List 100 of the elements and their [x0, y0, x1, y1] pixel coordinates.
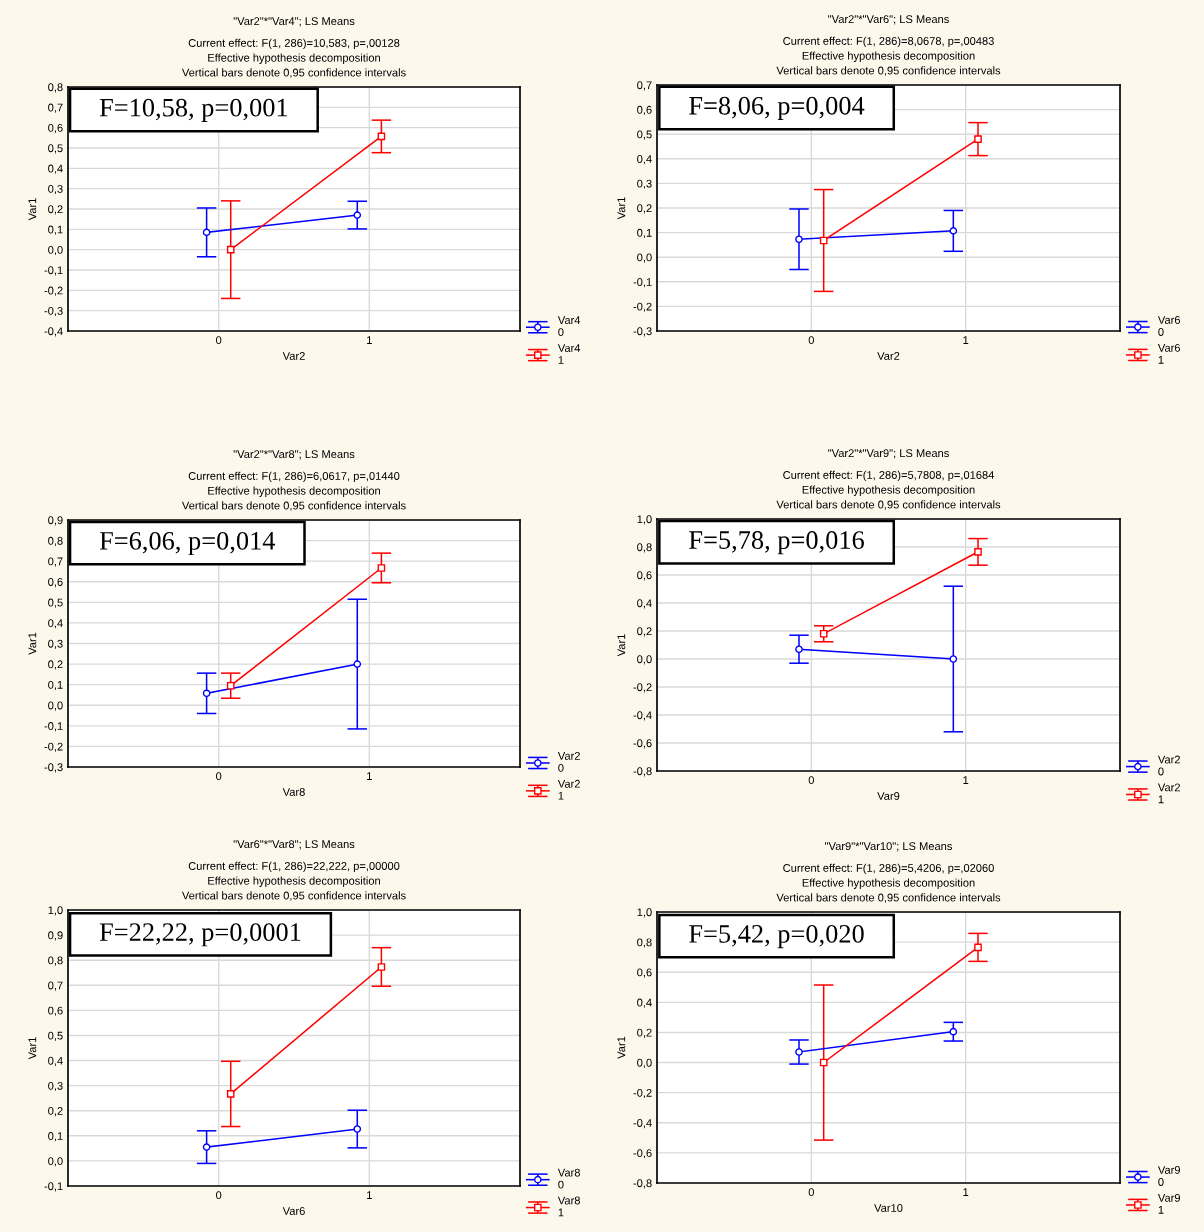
y-tick-label: -0,4 — [44, 327, 63, 337]
point — [226, 245, 235, 254]
x-tick-label: 1 — [367, 336, 372, 344]
y-tick-label: 0,0 — [48, 245, 63, 256]
x-axis-title: Var9 — [877, 792, 900, 800]
point — [226, 681, 235, 690]
y-tick-label: -0,1 — [44, 266, 63, 276]
annotation: F=8,06, p=0,004 — [689, 96, 865, 120]
chart-title: "Var2"*"Var8"; LS Means — [233, 450, 355, 460]
y-tick-label: 0,7 — [48, 981, 63, 991]
legend-label: Var8 1 — [557, 1196, 580, 1217]
y-tick-label: -0,8 — [633, 1179, 652, 1189]
y-tick-label: -0,3 — [44, 306, 63, 317]
annotation: F=10,58, p=0,001 — [99, 98, 288, 122]
y-tick-label: 0,1 — [48, 225, 63, 235]
y-tick-label: 0,1 — [48, 680, 63, 691]
y-tick-label: -0,1 — [44, 1182, 63, 1192]
point — [974, 135, 982, 143]
y-tick-label: 0,5 — [48, 598, 63, 608]
y-tick-label: -0,6 — [633, 1149, 652, 1159]
y-axis-title: Var1 — [617, 634, 626, 657]
x-tick-label: 0 — [216, 1191, 222, 1200]
point — [795, 1048, 803, 1056]
y-tick-label: -0,2 — [44, 286, 63, 296]
y-tick-label: 0,2 — [637, 627, 652, 637]
point — [949, 227, 958, 235]
point — [949, 1027, 958, 1036]
y-axis-title: Var1 — [617, 1036, 626, 1059]
x-axis-title: Var2 — [282, 352, 305, 360]
x-tick-label: 1 — [367, 1191, 372, 1199]
y-tick-label: 1,0 — [637, 515, 652, 525]
y-tick-label: -0,3 — [44, 763, 63, 773]
x-tick-label: 1 — [963, 336, 969, 344]
y-tick-label: 1,0 — [637, 908, 652, 918]
y-tick-label: 0,0 — [48, 1157, 63, 1167]
y-tick-label: -0,1 — [44, 722, 63, 732]
chart-subtitle: Current effect: F(1, 286)=10,583, p=,00128 Effective hypothesis decomposition Vertical bars denote 0,95 confidence intervals — [181, 38, 406, 78]
y-tick-label: 0,6 — [637, 968, 652, 978]
y-tick-label: 0,6 — [48, 1006, 63, 1016]
point — [202, 228, 211, 237]
y-tick-label: 0,3 — [637, 179, 652, 189]
y-tick-label: 0,8 — [48, 956, 63, 966]
y-tick-label: 0,6 — [637, 105, 652, 116]
chart-subtitle: Current effect: F(1, 286)=5,7808, p=,01684 Effective hypothesis decomposition Vertical bars denote 0,95 confidence intervals — [776, 470, 1001, 510]
y-axis-title: Var1 — [28, 1037, 37, 1060]
annotation: F=5,78, p=0,016 — [689, 531, 864, 555]
y-tick-label: 0,9 — [48, 931, 63, 941]
x-tick-label: 1 — [963, 1188, 969, 1196]
chart-subtitle: Current effect: F(1, 286)=8,0678, p=,00483 Effective hypothesis decomposition Vertical bars denote 0,95 confidence intervals — [776, 36, 1001, 76]
y-tick-label: 0,2 — [637, 204, 652, 214]
y-tick-label: 0,4 — [48, 1056, 63, 1066]
point — [949, 655, 958, 663]
legend-label: Var2 1 — [1157, 783, 1180, 804]
y-tick-label: 0,8 — [637, 938, 652, 948]
x-tick-label: 0 — [808, 776, 814, 785]
y-tick-label: 1,0 — [48, 906, 63, 916]
legend-label: Var2 0 — [557, 751, 580, 772]
point — [353, 211, 362, 219]
y-tick-label: 0,8 — [48, 83, 63, 93]
point — [819, 629, 828, 638]
y-tick-label: 0,1 — [48, 1132, 63, 1142]
y-tick-label: 0,5 — [637, 130, 652, 140]
x-tick-label: 1 — [367, 772, 372, 780]
y-tick-label: 0,2 — [48, 1106, 63, 1117]
x-tick-label: 0 — [216, 336, 222, 345]
y-tick-label: 0,9 — [48, 516, 63, 526]
y-tick-label: -0,2 — [633, 683, 652, 693]
x-axis-title: Var2 — [877, 352, 900, 360]
legend-label: Var2 0 — [1157, 755, 1180, 776]
y-tick-label: 0,2 — [48, 205, 63, 215]
chart-title: "Var6"*"Var8"; LS Means — [233, 840, 355, 850]
y-tick-label: 0,5 — [48, 144, 63, 154]
point — [202, 1143, 211, 1151]
y-tick-label: -0,6 — [633, 739, 652, 749]
y-tick-label: -0,2 — [633, 1088, 652, 1099]
chart-title: "Var2"*"Var6"; LS Means — [828, 15, 949, 25]
annotation: F=22,22, p=0,0001 — [99, 923, 301, 947]
y-tick-label: 0,3 — [48, 1081, 63, 1092]
point — [974, 943, 982, 952]
point — [202, 689, 211, 698]
y-tick-label: 0,4 — [637, 155, 652, 165]
y-tick-label: 0,4 — [48, 164, 63, 174]
x-tick-label: 1 — [963, 776, 969, 784]
annotation: F=6,06, p=0,014 — [99, 531, 276, 556]
legend-label: Var9 1 — [1157, 1193, 1180, 1214]
point — [377, 564, 386, 572]
legend-label: Var6 0 — [1157, 316, 1181, 336]
y-tick-label: 0,7 — [48, 103, 63, 113]
chart-subtitle: Current effect: F(1, 286)=5,4206, p=,02060 Effective hypothesis decomposition Vertical bars denote 0,95 confidence intervals — [776, 863, 1001, 903]
point — [795, 645, 803, 654]
y-tick-label: -0,2 — [633, 302, 652, 312]
y-tick-label: 0,2 — [48, 660, 63, 670]
legend-label: Var8 0 — [557, 1168, 580, 1189]
y-tick-label: 0,7 — [48, 557, 63, 567]
y-tick-label: 0,0 — [637, 253, 652, 263]
y-axis-title: Var1 — [617, 197, 626, 220]
y-tick-label: 0,2 — [637, 1028, 652, 1038]
y-tick-label: 0,5 — [48, 1031, 63, 1041]
y-tick-label: -0,2 — [44, 742, 63, 752]
legend-label: Var4 1 — [557, 344, 581, 364]
